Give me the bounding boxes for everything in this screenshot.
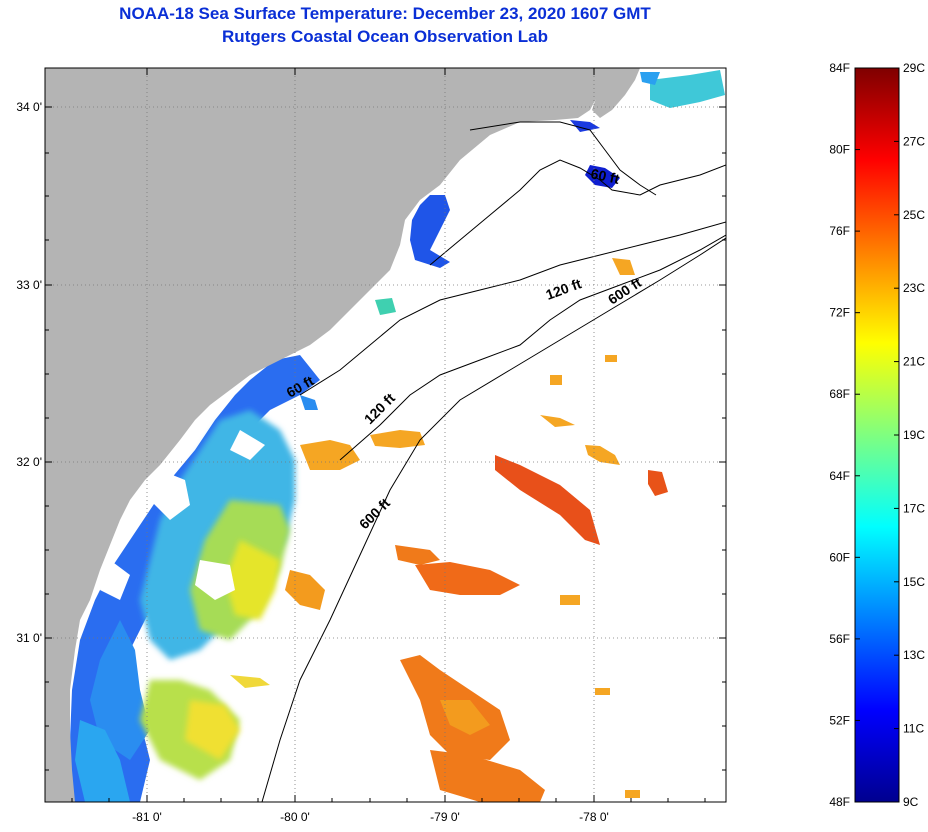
colorbar-f-label: 52F — [829, 713, 850, 727]
colorbar-f-label: 64F — [829, 469, 850, 483]
axis-ticks — [45, 68, 726, 802]
colorbar-c-label: 23C — [903, 281, 925, 295]
lon-label-79: -79 0' — [430, 810, 460, 824]
colorbar — [854, 67, 900, 803]
map-title: NOAA-18 Sea Surface Temperature: Decembe… — [119, 4, 651, 23]
colorbar-c-label: 19C — [903, 428, 925, 442]
sst-data-layer — [68, 70, 725, 802]
lon-label-80: -80 0' — [280, 810, 310, 824]
land-mass — [45, 68, 605, 802]
lat-label-33: 33 0' — [16, 278, 42, 292]
colorbar-f-label: 60F — [829, 550, 850, 564]
colorbar-f-label: 80F — [829, 143, 850, 157]
map-frame — [44, 67, 727, 803]
colorbar-c-label: 15C — [903, 575, 925, 589]
lat-label-31: 31 0' — [16, 631, 42, 645]
colorbar-c-label: 21C — [903, 355, 925, 369]
colorbar-f-label: 48F — [829, 795, 850, 809]
colorbar-c-label: 13C — [903, 648, 925, 662]
colorbar-c-label: 11C — [903, 722, 924, 736]
colorbar-f-label: 84F — [829, 61, 850, 75]
lon-label-78: -78 0' — [579, 810, 609, 824]
lat-label-32: 32 0' — [16, 455, 42, 469]
lat-label-34: 34 0' — [16, 100, 42, 114]
colorbar-f-label: 72F — [829, 306, 850, 320]
colorbar-c-label: 9C — [903, 795, 919, 809]
colorbar-c-label: 17C — [903, 501, 925, 515]
colorbar-f-label: 56F — [829, 632, 850, 646]
colorbar-c-label: 25C — [903, 208, 925, 222]
isobath-contours — [261, 121, 726, 802]
map-subtitle: Rutgers Coastal Ocean Observation Lab — [222, 27, 548, 46]
graticule — [45, 68, 726, 802]
colorbar-c-label: 27C — [903, 134, 925, 148]
colorbar-f-label: 76F — [829, 224, 850, 238]
sst-map: 60 ft 60 ft 120 ft 120 ft 600 ft 600 ft — [16, 67, 727, 824]
colorbar-c-label: 29C — [903, 61, 925, 75]
colorbar-f-label: 68F — [829, 387, 850, 401]
lon-label-81: -81 0' — [132, 810, 162, 824]
isobath-label-60ft-north: 60 ft — [589, 165, 621, 187]
